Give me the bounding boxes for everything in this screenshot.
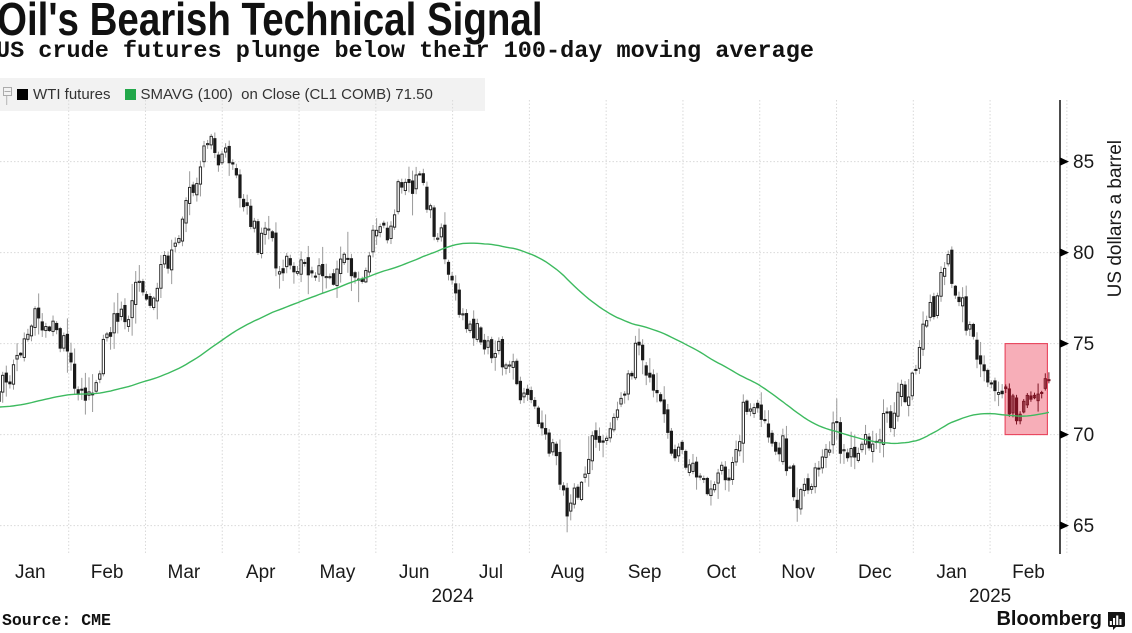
- svg-text:85: 85: [1073, 152, 1094, 173]
- svg-text:70: 70: [1073, 425, 1094, 446]
- svg-text:80: 80: [1073, 243, 1094, 264]
- svg-text:65: 65: [1073, 516, 1094, 537]
- svg-text:75: 75: [1073, 334, 1094, 355]
